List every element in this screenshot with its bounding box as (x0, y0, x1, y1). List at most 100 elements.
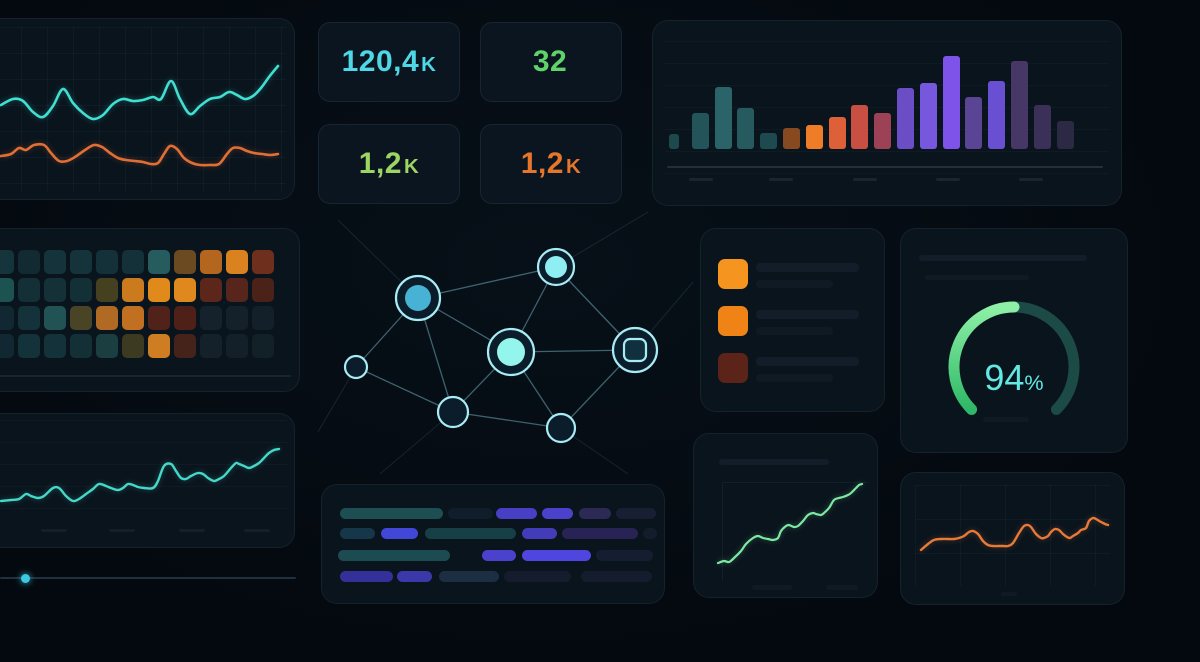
stat-value-1: 120,4K (341, 45, 437, 78)
green-trend-panel (693, 433, 878, 598)
heatmap-cell-r4c4 (70, 334, 92, 358)
heatmap-cell-r4c7 (148, 334, 170, 358)
heatmap-cell-r1c11 (252, 250, 274, 274)
bar-14 (965, 97, 983, 149)
network-node-d[interactable] (611, 326, 659, 374)
network-edge-a-b (417, 266, 557, 299)
network-edge-e-f (355, 366, 454, 413)
heatmap-cell-r3c10 (226, 306, 248, 330)
token-pill-r4-4 (504, 571, 571, 582)
heatmap-cell-r1c2 (18, 250, 40, 274)
timeline-slider-track[interactable] (0, 577, 296, 579)
heatmap-cell-r2c2 (18, 278, 40, 302)
heatmap-cell-r1c1 (0, 250, 14, 274)
heatmap-cell-r3c9 (200, 306, 222, 330)
token-pill-r2-4 (522, 528, 557, 539)
heatmap-cell-r2c9 (200, 278, 222, 302)
network-node-b[interactable] (536, 247, 576, 287)
bar-18 (1056, 121, 1074, 149)
heatmap-cell-r1c5 (96, 250, 118, 274)
token-pill-r1-5 (579, 508, 611, 519)
token-pill-r2-3 (425, 528, 516, 539)
network-node-g[interactable] (545, 412, 577, 444)
heatmap-cell-r1c7 (148, 250, 170, 274)
teal-trend-panel (0, 413, 295, 548)
token-pill-r3-1 (338, 550, 450, 561)
heatmap-cell-r3c5 (96, 306, 118, 330)
list-item-icon-3 (718, 353, 748, 383)
green-trend-chart (716, 482, 864, 565)
heatmap-cell-r3c6 (122, 306, 144, 330)
stat-card-2: 32 (480, 22, 622, 102)
network-graph (317, 211, 694, 475)
skeleton-dash (826, 585, 858, 590)
skeleton-line (925, 275, 1029, 280)
timeline-slider-handle[interactable] (21, 573, 30, 583)
network-node-f[interactable] (436, 395, 470, 429)
list-panel (700, 228, 885, 412)
heatmap-cell-r4c5 (96, 334, 118, 358)
token-pill-r3-2 (482, 550, 516, 561)
network-node-e[interactable] (343, 354, 369, 380)
chart-grid (0, 420, 288, 521)
stat-card-1: 120,4K (318, 22, 460, 102)
heatmap-cell-r4c1 (0, 334, 14, 358)
network-node-c[interactable] (486, 327, 536, 377)
network-node-a[interactable] (394, 274, 442, 322)
heatmap-cell-r4c11 (252, 334, 274, 358)
token-pill-r2-1 (340, 528, 375, 539)
axis-tick (41, 529, 67, 532)
heatmap-cell-r3c1 (0, 306, 14, 330)
heatmap-cell-r2c11 (252, 278, 274, 302)
heatmap-panel (0, 228, 300, 392)
gauge-progress-arc (948, 301, 1020, 415)
series-line-growth (716, 482, 864, 565)
token-pill-r3-3 (522, 550, 591, 561)
list-item-line-primary (756, 310, 859, 319)
skeleton-line (919, 255, 1087, 261)
heatmap-cell-r3c4 (70, 306, 92, 330)
bar-12 (919, 83, 937, 149)
list-item-line-secondary (756, 374, 833, 382)
bar-13 (942, 56, 960, 149)
token-pill-r4-3 (439, 571, 499, 582)
heatmap-cell-r3c3 (44, 306, 66, 330)
bar-3 (714, 87, 732, 149)
axis-tick (179, 529, 205, 532)
token-pill-r3-4 (596, 550, 653, 561)
axis-tick (109, 529, 135, 532)
series-line-trend (0, 447, 281, 503)
heatmap-cell-r4c6 (122, 334, 144, 358)
gauge-value: 94% (984, 357, 1044, 398)
heatmap-cell-r1c9 (200, 250, 222, 274)
series-line-secondary (0, 142, 280, 167)
stat-card-3: 1,2K (318, 124, 460, 204)
heatmap-cell-r2c8 (174, 278, 196, 302)
heatmap-cell-r2c6 (122, 278, 144, 302)
x-axis-line (667, 166, 1103, 168)
chart-grid (915, 485, 1110, 586)
token-pill-r4-5 (581, 571, 652, 582)
heatmap-divider (0, 375, 291, 377)
bar-6 (783, 128, 800, 149)
heatmap-cell-r4c8 (174, 334, 196, 358)
orange-trend-chart (919, 516, 1110, 552)
token-pill-r4-1 (340, 571, 393, 582)
bar-16 (1011, 61, 1028, 149)
heatmap-cell-r2c10 (226, 278, 248, 302)
skeleton-dash (752, 585, 792, 590)
chart-grid (0, 27, 286, 191)
gauge-track-arc (1008, 301, 1080, 415)
heatmap-cell-r2c3 (44, 278, 66, 302)
stat-value-4: 1,2K (520, 147, 582, 180)
heatmap-cell-r3c2 (18, 306, 40, 330)
token-pill-r1-6 (616, 508, 656, 519)
token-rows-panel (321, 484, 665, 604)
token-pill-r1-2 (448, 508, 493, 519)
axis-tick (244, 529, 270, 532)
bar-10 (874, 113, 892, 149)
heatmap-cell-r2c4 (70, 278, 92, 302)
dual-line-chart-panel (0, 18, 295, 200)
list-item-line-secondary (756, 327, 833, 335)
